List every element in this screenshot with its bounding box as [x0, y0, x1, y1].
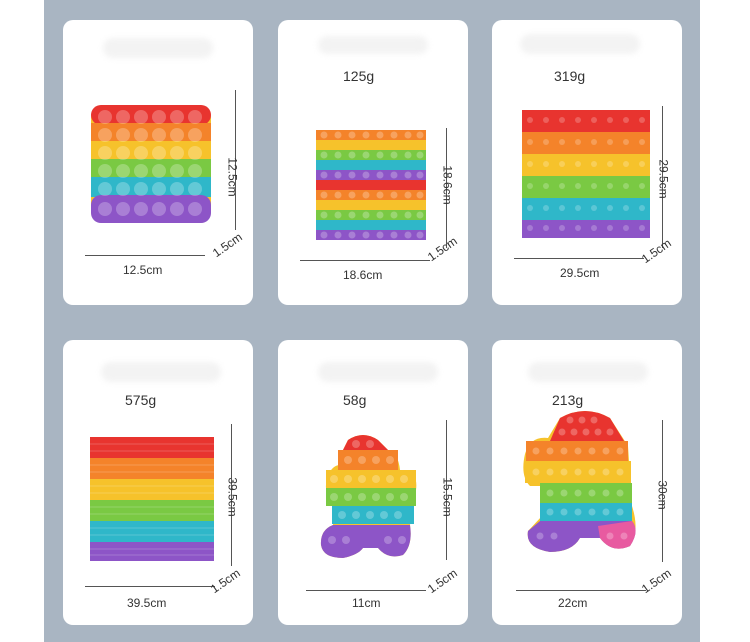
width-line	[306, 590, 426, 591]
weight-label: 58g	[343, 392, 367, 408]
depth-label: 1.5cm	[638, 565, 674, 597]
depth-label: 1.5cm	[207, 565, 243, 597]
depth-label: 1.5cm	[638, 235, 674, 267]
width-label: 29.5cm	[560, 266, 600, 280]
blurred-label	[318, 362, 438, 382]
height-label: 39.5cm	[225, 477, 240, 517]
depth-label: 1.5cm	[424, 233, 460, 265]
blurred-label	[318, 36, 428, 54]
height-label: 12.5cm	[225, 157, 240, 197]
height-label: 15.5cm	[440, 477, 455, 517]
square-popit-image	[91, 105, 211, 223]
product-card-1: 12.5cm 12.5cm 1.5cm	[63, 20, 253, 305]
width-line	[514, 258, 644, 259]
width-label: 22cm	[558, 596, 588, 610]
height-line	[235, 90, 236, 230]
height-label: 30cm	[655, 480, 670, 510]
square-popit-image	[522, 110, 650, 238]
blurred-label	[103, 38, 213, 58]
depth-label: 1.5cm	[424, 565, 460, 597]
weight-label: 575g	[125, 392, 157, 408]
width-label: 39.5cm	[127, 596, 167, 610]
product-card-4: 575g 39.5cm 39.5cm 1.5cm	[63, 340, 253, 625]
square-popit-image	[316, 130, 426, 240]
height-label: 29.5cm	[656, 159, 671, 199]
height-line	[231, 424, 232, 566]
weight-label: 125g	[343, 68, 375, 84]
height-line	[662, 106, 663, 248]
weight-label: 319g	[554, 68, 586, 84]
blurred-label	[520, 34, 640, 54]
width-line	[85, 255, 205, 256]
width-label: 18.6cm	[343, 268, 383, 282]
width-line	[300, 260, 430, 261]
blurred-label	[528, 362, 648, 382]
width-label: 11cm	[352, 596, 381, 610]
square-popit-image	[90, 437, 214, 561]
width-line	[516, 590, 646, 591]
product-card-6: 213g 30cm 22cm 1.5cm	[492, 340, 682, 625]
product-card-2: 125g 18.6cm 18.6cm 1.5cm	[278, 20, 468, 305]
height-line	[446, 128, 447, 248]
height-line	[662, 420, 663, 562]
width-line	[85, 586, 215, 587]
crewmate-popit-image	[320, 435, 417, 558]
height-line	[446, 420, 447, 560]
depth-label: 1.5cm	[209, 229, 245, 261]
weight-label: 213g	[552, 392, 584, 408]
crewmate-popit-image	[523, 411, 636, 552]
product-card-3: 319g 29.5cm 29.5cm 1.5cm	[492, 20, 682, 305]
product-card-5: 58g 15.5cm 11cm 1.5cm	[278, 340, 468, 625]
blurred-label	[101, 362, 221, 382]
height-label: 18.6cm	[440, 165, 455, 205]
width-label: 12.5cm	[123, 263, 163, 277]
